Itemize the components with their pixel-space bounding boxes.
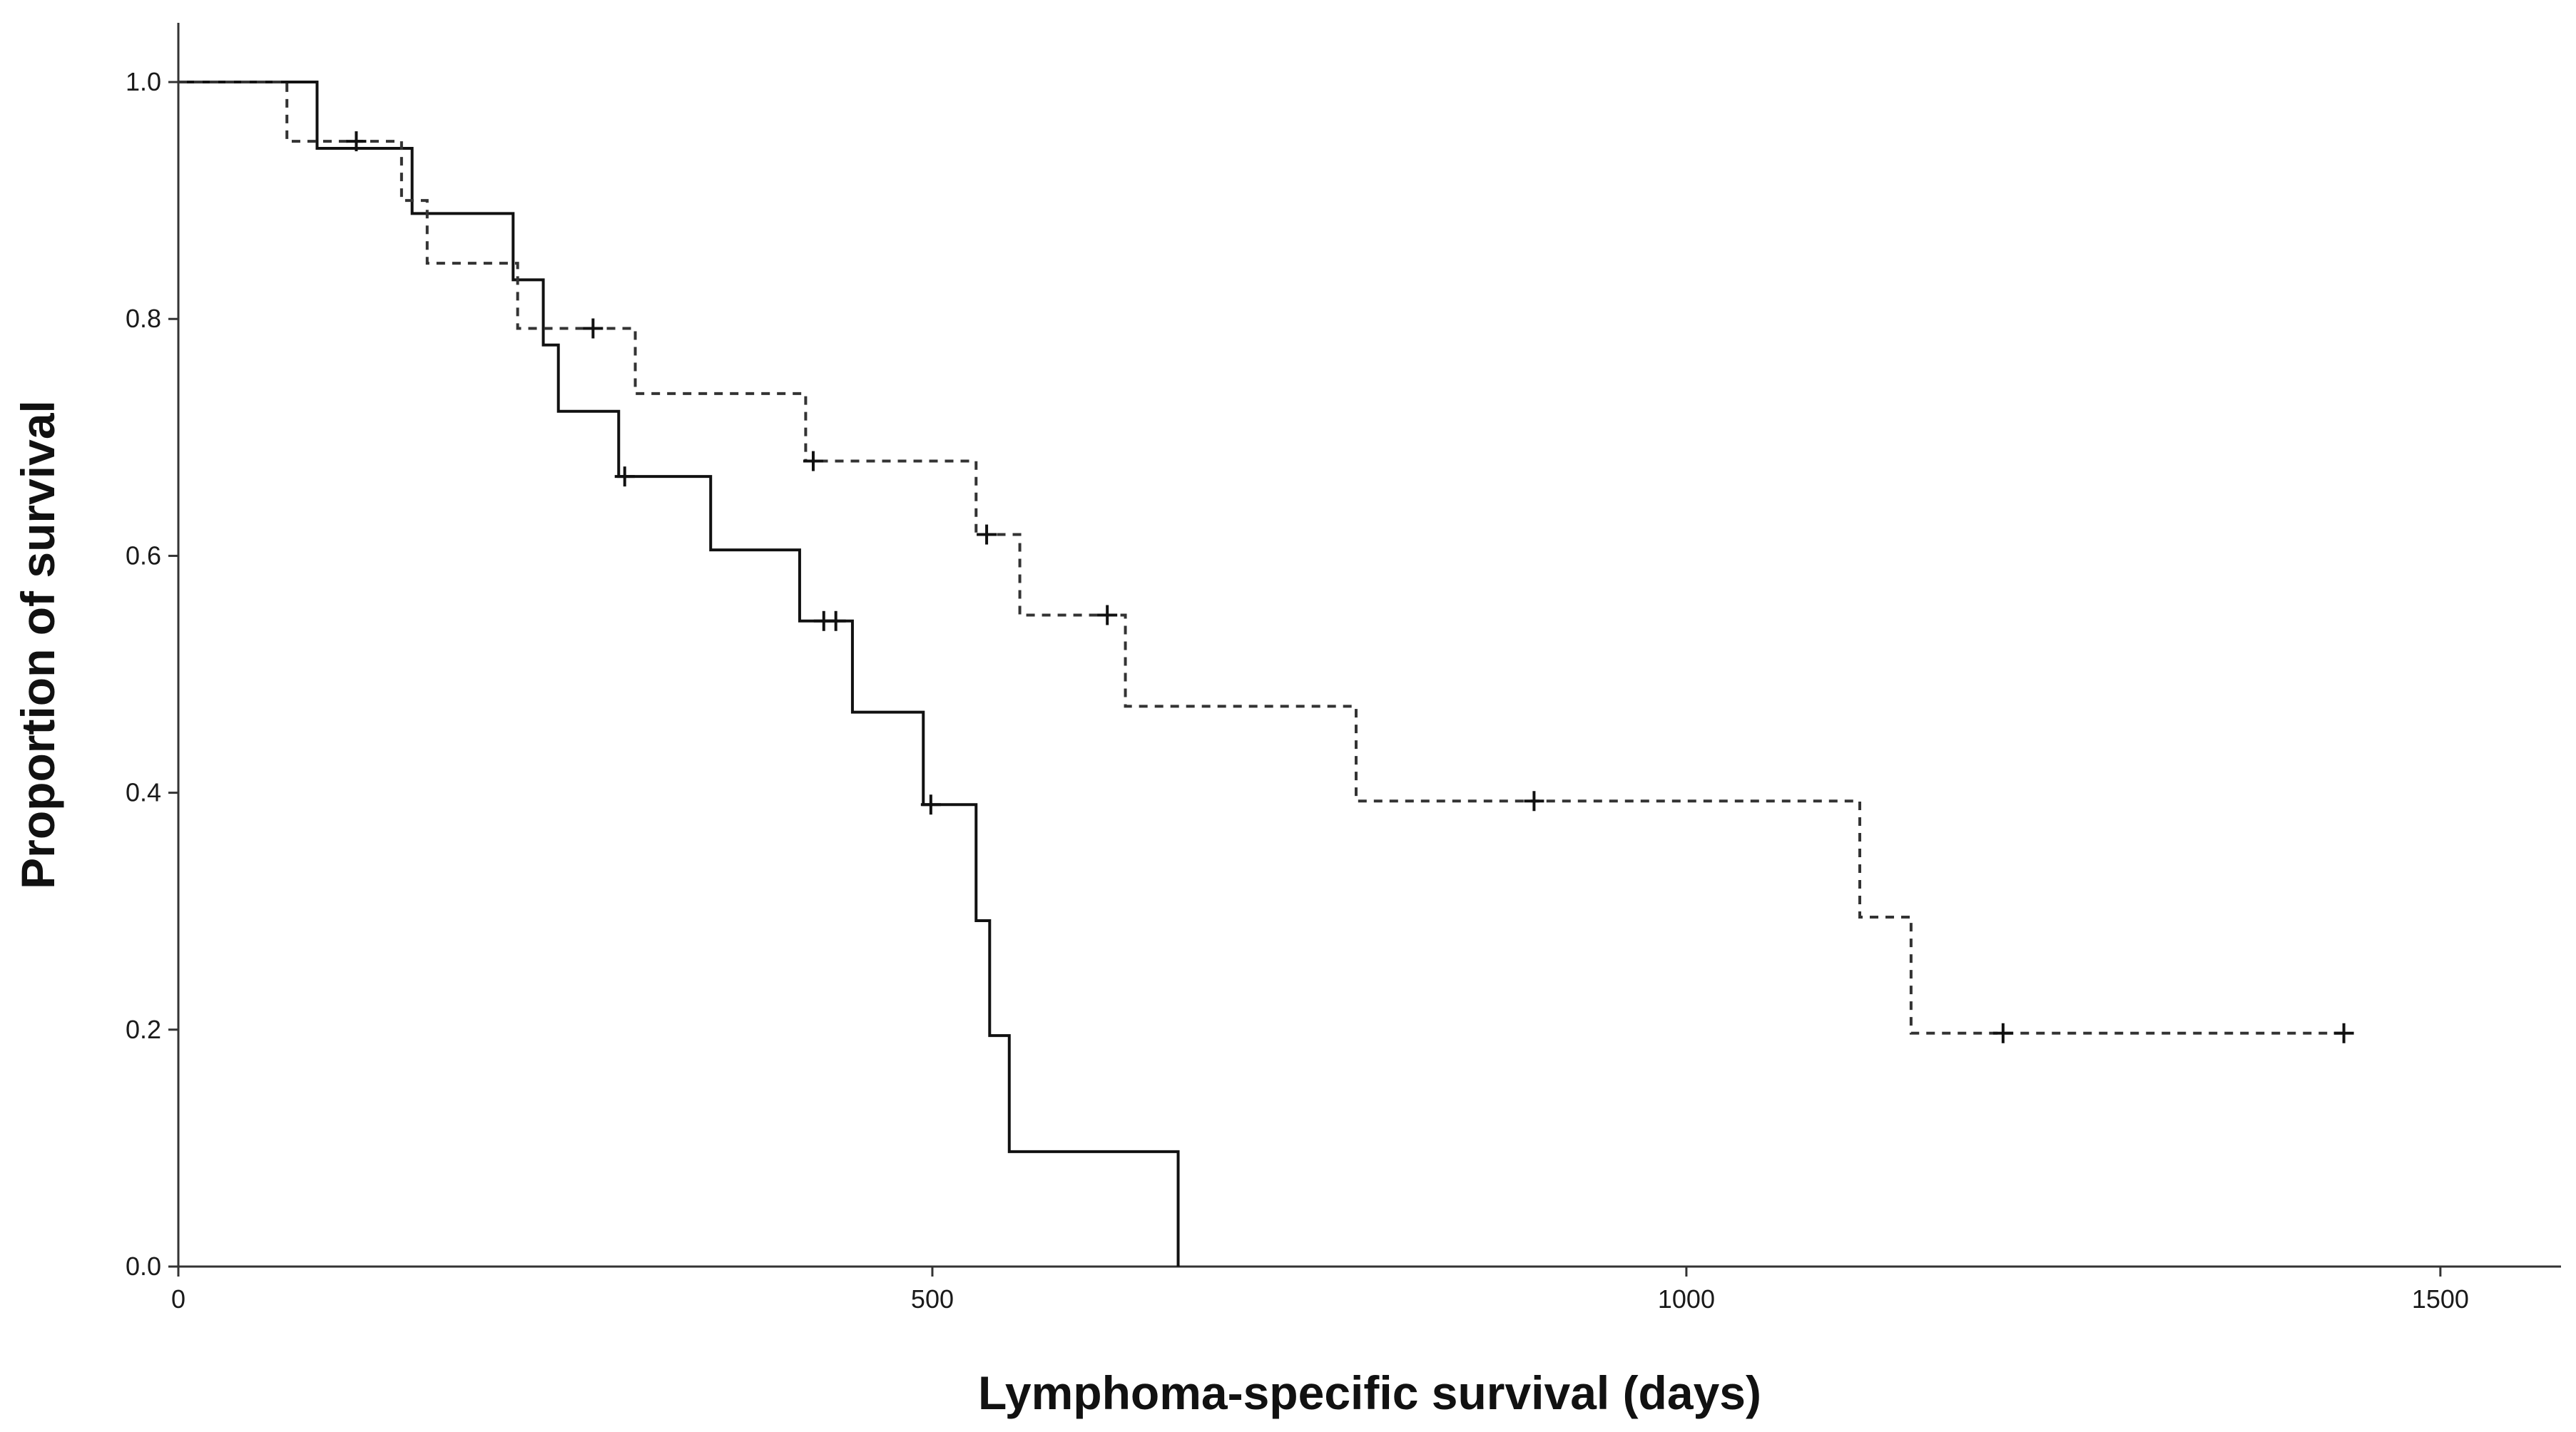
- x-tick-label: 1000: [1658, 1284, 1715, 1314]
- x-ticks: 0 500 1000 1500: [171, 1267, 2469, 1314]
- y-ticks: 0.0 0.2 0.4 0.6 0.8 1.0: [126, 67, 178, 1281]
- censor-mark-dashed: [583, 318, 604, 339]
- y-tick-label: 0.4: [126, 778, 161, 807]
- censor-mark-dashed: [977, 524, 997, 545]
- x-tick-label: 0: [171, 1284, 185, 1314]
- x-tick-label: 500: [911, 1284, 954, 1314]
- censor-mark-solid: [825, 610, 846, 631]
- censor-mark-dashed: [803, 451, 823, 471]
- censor-mark-solid: [614, 466, 635, 487]
- censor-mark-dashed: [1524, 791, 1544, 812]
- y-tick-label: 0.6: [126, 541, 161, 570]
- series-line-solid: [178, 81, 1180, 1267]
- censor-mark-dashed: [346, 131, 367, 152]
- axes: [177, 23, 2561, 1268]
- y-tick-label: 0.0: [126, 1252, 161, 1281]
- y-tick-label: 1.0: [126, 67, 161, 96]
- y-axis-title: Proportion of survival: [11, 400, 64, 889]
- y-tick-label: 0.2: [126, 1015, 161, 1044]
- censor-mark-dashed: [2333, 1023, 2354, 1043]
- censor-mark-dashed: [1097, 605, 1118, 625]
- series-layer: [178, 81, 2354, 1267]
- x-axis-title: Lymphoma-specific survival (days): [978, 1366, 1761, 1419]
- x-tick-label: 1500: [2412, 1284, 2469, 1314]
- y-tick-label: 0.8: [126, 304, 161, 333]
- censor-mark-dashed: [1992, 1023, 2013, 1043]
- censor-mark-solid: [920, 794, 941, 815]
- series-line-dashed: [178, 81, 2351, 1035]
